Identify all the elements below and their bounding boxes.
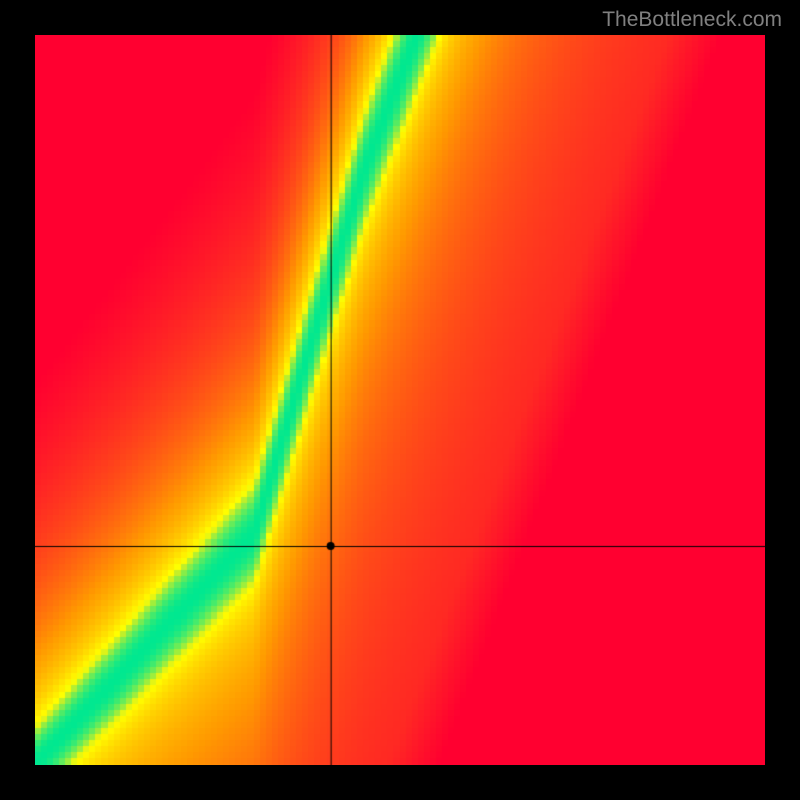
bottleneck-heatmap: [35, 35, 765, 765]
chart-container: TheBottleneck.com: [0, 0, 800, 800]
watermark-text: TheBottleneck.com: [602, 8, 782, 32]
